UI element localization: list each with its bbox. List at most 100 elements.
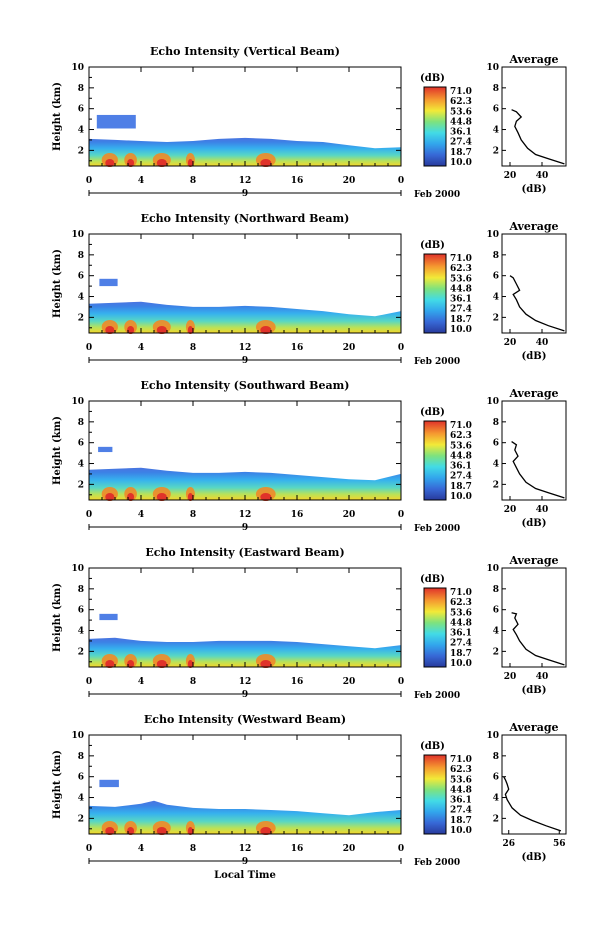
colorbar-tick-label: 53.6 [450,107,472,117]
profile-y-tick-label: 6 [493,105,499,115]
colorbar-tick-label: 71.0 [450,588,472,598]
x-tick-label: 12 [239,176,252,186]
profile-y-tick-label: 2 [493,647,499,657]
colorbar-tick-label: 10.0 [450,826,472,836]
profile-frame [501,567,567,668]
x-tick-label: 0 [398,677,404,687]
colorbar-tick-label: 53.6 [450,441,472,451]
x-axis-label: Local Time [214,870,276,881]
profile-y-tick-label: 4 [493,126,499,136]
cloud-fragment [99,613,118,621]
x-tick-label: 8 [190,176,196,186]
profile-frame [501,400,567,501]
colorbar [423,754,447,835]
colorbar-tick-label: 27.4 [450,305,472,315]
echo-core-center [105,660,115,668]
colorbar-tick-label: 44.8 [450,284,472,294]
x-tick-label: 0 [86,844,92,854]
colorbar-tick-label: 53.6 [450,274,472,284]
y-tick-label: 6 [78,439,84,449]
x-tick-label: 12 [239,844,252,854]
profile-y-tick-label: 8 [493,585,499,595]
y-tick-label: 8 [78,84,84,94]
colorbar-unit: (dB) [420,407,445,418]
echo-core-center [260,326,272,334]
date-label: Feb 2000 [414,524,460,534]
colorbar-tick-label: 27.4 [450,472,472,482]
x-tick-label: 0 [398,343,404,353]
chart-panel-1: Echo Intensity (Vertical Beam) 2 4 6 8 10 Heig… [52,45,567,200]
y-tick-label: 2 [78,146,84,156]
profile-y-tick-label: 4 [493,293,499,303]
profile-title: Average [508,387,558,400]
y-tick-label: 6 [78,773,84,783]
cloud-fragment [99,278,118,287]
profile-x-label: (dB) [522,184,547,195]
profile-y-tick-label: 6 [493,272,499,282]
profile-y-tick-label: 2 [493,814,499,824]
colorbar-tick-label: 10.0 [450,325,472,335]
profile-line [511,109,565,165]
profile-title: Average [508,53,558,66]
chart-panel-2: Echo Intensity (Northward Beam) 2 4 6 8 10 Hei… [52,212,567,367]
x-tick-label: 12 [239,510,252,520]
colorbar-tick-label: 71.0 [450,254,472,264]
date-marker: 9 [242,523,248,533]
profile-y-tick-label: 4 [493,627,499,637]
echo-core-center [127,159,135,167]
date-marker: 9 [242,690,248,700]
y-tick-label: 8 [78,752,84,762]
x-tick-label: 4 [138,176,144,186]
y-axis-label: Height (km) [52,249,63,318]
y-axis-label: Height (km) [52,583,63,652]
x-tick-label: 20 [343,176,356,186]
echo-core-center [260,159,272,167]
colorbar-tick-label: 10.0 [450,659,472,669]
date-label: Feb 2000 [414,357,460,367]
x-tick-label: 16 [291,176,304,186]
profile-x-tick-label: 20 [504,672,517,682]
chart-panel-5: Echo Intensity (Westward Beam) 2 4 6 8 10 Heig… [52,713,567,881]
x-tick-label: 16 [291,510,304,520]
colorbar-tick-label: 18.7 [450,482,472,492]
colorbar-tick-label: 62.3 [450,264,472,274]
echo-core-center [156,159,167,167]
date-marker: 9 [242,857,248,867]
profile-y-tick-label: 6 [493,439,499,449]
x-tick-label: 8 [190,677,196,687]
profile-y-tick-label: 2 [493,313,499,323]
echo-core-center [260,660,272,668]
colorbar-tick-label: 18.7 [450,649,472,659]
y-tick-label: 10 [71,397,84,407]
colorbar-tick-label: 53.6 [450,775,472,785]
echo-core-center [105,493,115,501]
x-tick-label: 12 [239,343,252,353]
profile-y-tick-label: 2 [493,146,499,156]
echo-core-center [156,326,167,334]
x-tick-label: 0 [86,343,92,353]
colorbar [423,86,447,167]
x-tick-label: 4 [138,343,144,353]
cloud-fragment [98,446,113,453]
profile-line [511,612,565,666]
colorbar-tick-label: 36.1 [450,796,472,806]
profile-frame [501,734,567,835]
profile-x-tick-label: 20 [504,171,517,181]
colorbar-tick-label: 62.3 [450,97,472,107]
y-tick-label: 8 [78,251,84,261]
y-tick-label: 6 [78,606,84,616]
echo-core-center [127,493,135,501]
y-tick-label: 4 [78,794,84,804]
chart-panel-3: Echo Intensity (Southward Beam) 2 4 6 8 10 Hei… [52,379,567,534]
profile-frame [501,66,567,167]
date-label: Feb 2000 [414,858,460,868]
y-tick-label: 4 [78,293,84,303]
profile-y-tick-label: 10 [486,230,499,240]
x-tick-label: 20 [343,510,356,520]
profile-x-tick-label: 56 [553,839,566,849]
profile-frame [501,233,567,334]
colorbar-tick-label: 10.0 [450,492,472,502]
x-tick-label: 16 [291,677,304,687]
profile-title: Average [508,220,558,233]
cloud-fragment [96,114,136,129]
